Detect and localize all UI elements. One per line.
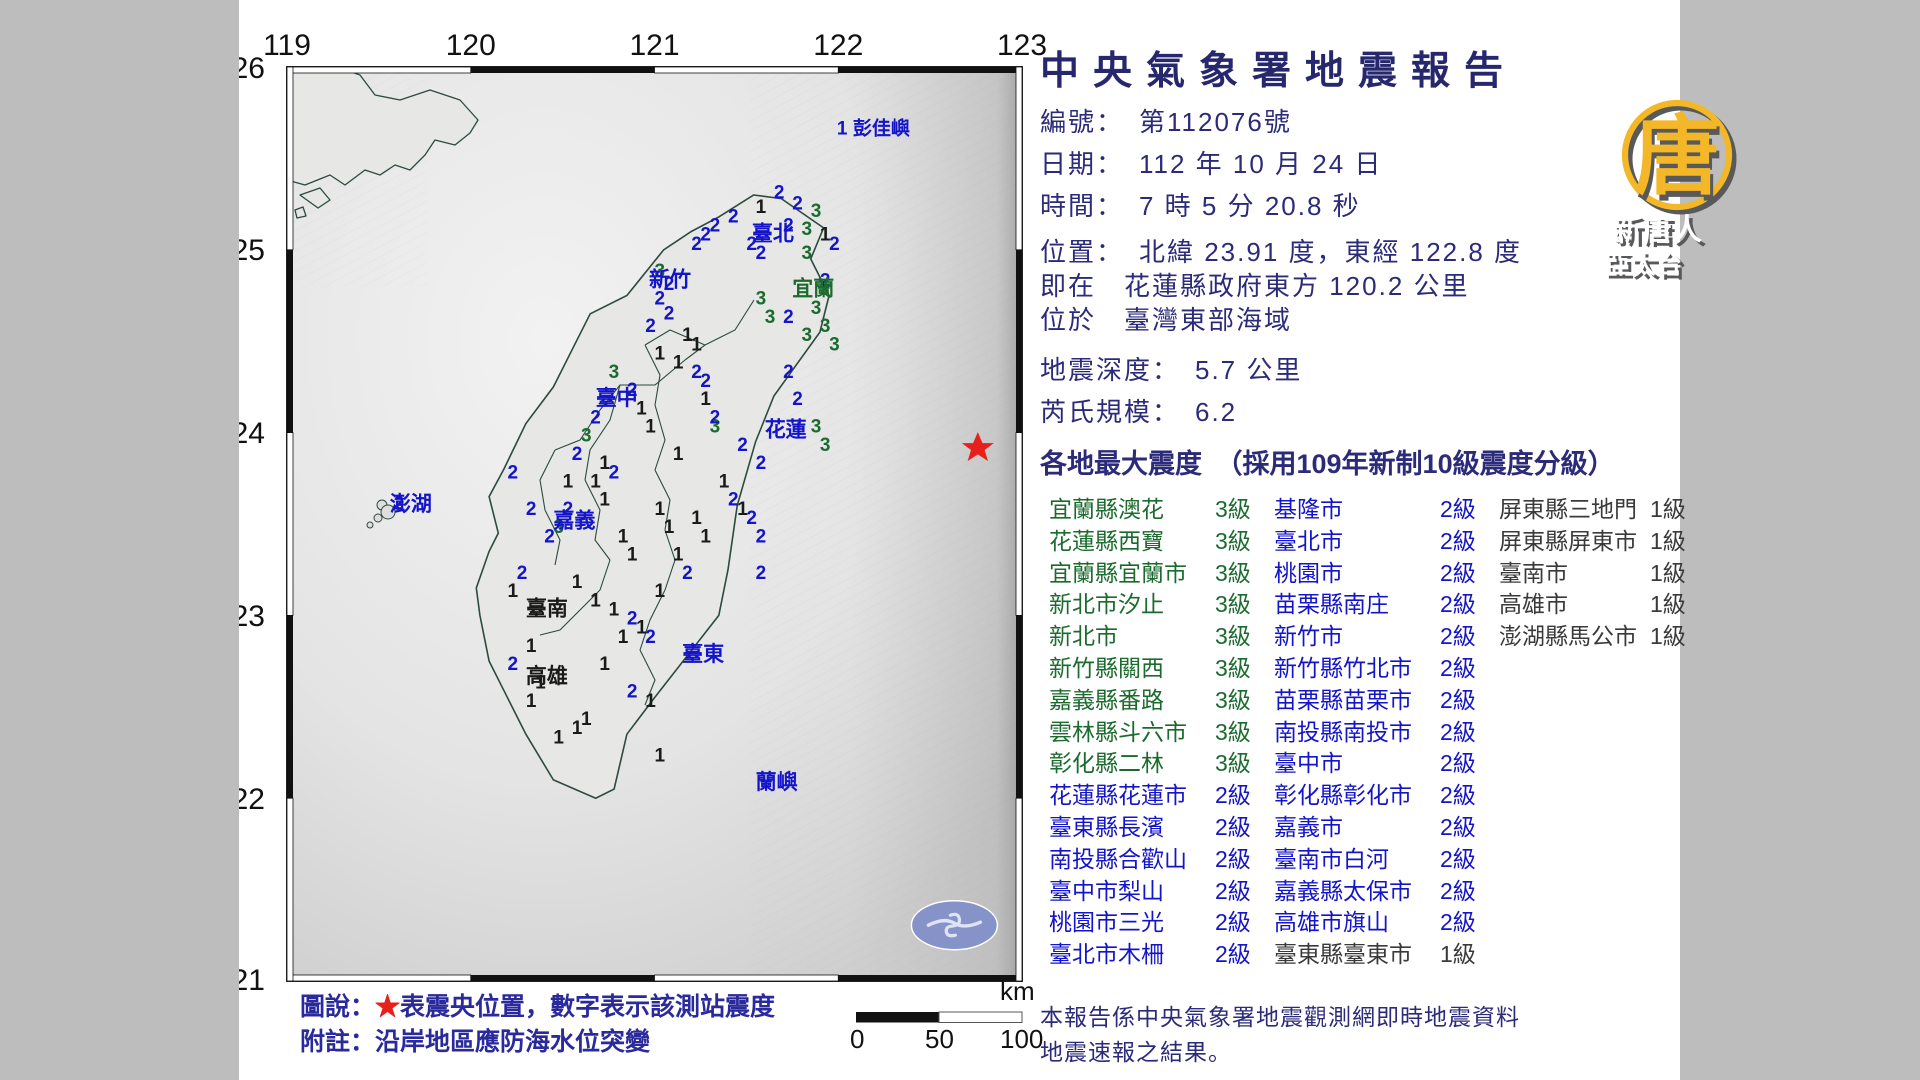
svg-text:2: 2 [756, 243, 767, 264]
svg-text:119: 119 [263, 29, 311, 62]
svg-text:2: 2 [526, 499, 537, 520]
svg-text:蘭嶼: 蘭嶼 [756, 770, 798, 794]
svg-text:121: 121 [629, 29, 679, 62]
svg-text:2: 2 [508, 654, 519, 675]
svg-text:圖說：★表震央位置，數字表示該測站震度: 圖說：★表震央位置，數字表示該測站震度 [300, 992, 775, 1021]
svg-text:唐: 唐 [1634, 109, 1720, 205]
svg-text:臺南: 臺南 [526, 596, 568, 620]
svg-text:1: 1 [673, 444, 684, 465]
svg-text:澎湖: 澎湖 [390, 493, 432, 516]
svg-text:2: 2 [627, 682, 638, 703]
svg-text:1: 1 [526, 636, 537, 657]
svg-text:1: 1 [618, 627, 629, 648]
svg-text:1: 1 [581, 709, 592, 730]
svg-text:3: 3 [811, 201, 822, 222]
svg-text:1: 1 [636, 618, 647, 639]
svg-text:1: 1 [627, 545, 638, 566]
svg-text:2: 2 [728, 490, 739, 511]
svg-text:0: 0 [850, 1024, 864, 1054]
svg-text:高雄: 高雄 [526, 664, 568, 688]
svg-text:2: 2 [590, 408, 601, 429]
svg-text:2: 2 [737, 435, 748, 456]
svg-text:2: 2 [645, 627, 656, 648]
svg-text:50: 50 [925, 1024, 954, 1054]
svg-text:24: 24 [239, 417, 265, 450]
svg-text:1: 1 [645, 691, 656, 712]
svg-text:1: 1 [572, 718, 583, 739]
svg-text:25: 25 [239, 234, 265, 267]
svg-text:3: 3 [820, 435, 831, 456]
svg-text:3: 3 [802, 243, 813, 264]
svg-text:2: 2 [572, 444, 583, 465]
svg-text:2: 2 [664, 303, 675, 324]
svg-text:嘉義: 嘉義 [553, 509, 595, 533]
svg-text:新唐人: 新唐人 [1612, 213, 1702, 247]
svg-text:宜蘭: 宜蘭 [792, 277, 834, 301]
svg-text:附註：沿岸地區應防海水位突變: 附註：沿岸地區應防海水位突變 [300, 1027, 651, 1056]
svg-text:1: 1 [563, 471, 574, 492]
svg-text:2: 2 [682, 563, 693, 584]
svg-text:2: 2 [710, 408, 721, 429]
svg-text:彭佳嶼: 彭佳嶼 [853, 117, 910, 140]
svg-text:2: 2 [517, 563, 528, 584]
svg-text:122: 122 [813, 29, 863, 62]
svg-text:1: 1 [590, 590, 601, 611]
svg-text:3: 3 [829, 334, 840, 355]
svg-text:2: 2 [645, 316, 656, 337]
svg-text:2: 2 [783, 362, 794, 383]
svg-text:1: 1 [691, 334, 702, 355]
svg-text:亞太台: 亞太台 [1604, 249, 1682, 279]
svg-text:3: 3 [581, 426, 592, 447]
svg-text:臺北: 臺北 [752, 223, 794, 246]
svg-text:1: 1 [599, 654, 610, 675]
svg-text:1: 1 [673, 353, 684, 374]
svg-text:2: 2 [792, 389, 803, 410]
svg-text:2: 2 [756, 563, 767, 584]
svg-text:1: 1 [572, 572, 583, 593]
svg-text:2: 2 [700, 225, 711, 246]
svg-text:1: 1 [526, 691, 537, 712]
svg-text:1: 1 [700, 526, 711, 547]
svg-text:21: 21 [239, 964, 265, 997]
svg-text:22: 22 [239, 783, 265, 816]
svg-text:2: 2 [783, 307, 794, 328]
svg-text:26: 26 [239, 52, 265, 85]
svg-text:1: 1 [645, 417, 656, 438]
svg-text:2: 2 [710, 216, 721, 237]
svg-text:臺中: 臺中 [596, 387, 638, 410]
svg-text:2: 2 [756, 526, 767, 547]
svg-text:km: km [1000, 976, 1035, 1006]
svg-text:臺東: 臺東 [682, 643, 724, 666]
svg-text:1: 1 [553, 727, 564, 748]
svg-text:23: 23 [239, 600, 265, 633]
svg-text:1: 1 [655, 581, 666, 602]
svg-text:2: 2 [508, 462, 519, 483]
svg-text:2: 2 [691, 234, 702, 255]
svg-text:1: 1 [664, 517, 675, 538]
svg-text:1: 1 [599, 490, 610, 511]
svg-text:2: 2 [792, 194, 803, 215]
svg-text:100: 100 [1000, 1024, 1043, 1054]
svg-text:2: 2 [829, 234, 840, 255]
svg-text:1: 1 [837, 119, 848, 140]
svg-text:2: 2 [756, 453, 767, 474]
svg-text:3: 3 [765, 307, 776, 328]
svg-text:3: 3 [609, 362, 620, 383]
svg-text:3: 3 [802, 219, 813, 240]
svg-text:1: 1 [655, 746, 666, 767]
svg-text:1: 1 [508, 581, 519, 602]
svg-text:1: 1 [756, 197, 767, 218]
svg-text:3: 3 [802, 325, 813, 346]
svg-text:2: 2 [746, 508, 757, 529]
svg-text:2: 2 [728, 206, 739, 227]
svg-text:1: 1 [655, 344, 666, 365]
svg-text:2: 2 [774, 183, 785, 204]
svg-text:花蓮: 花蓮 [765, 417, 807, 441]
svg-text:2: 2 [609, 462, 620, 483]
svg-text:120: 120 [446, 29, 496, 62]
svg-text:新竹: 新竹 [649, 267, 691, 291]
svg-text:1: 1 [609, 599, 620, 620]
